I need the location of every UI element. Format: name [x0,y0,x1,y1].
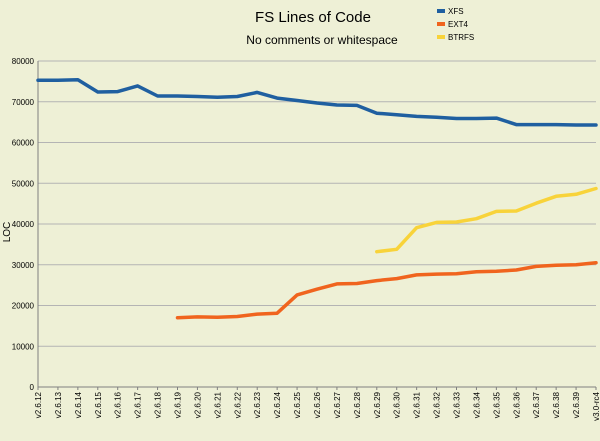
legend: XFS EXT4 BTRFS [437,7,474,42]
legend-label-xfs: XFS [448,7,464,16]
y-tick-label: 0 [30,383,35,392]
y-tick-label: 70000 [12,98,35,107]
x-tick-label: v2.6.17 [134,391,143,418]
x-tick-label: v2.6.38 [552,391,561,418]
x-tick-label: v2.6.16 [114,391,123,418]
x-tick-label: v2.6.15 [94,391,103,418]
x-tick-label: v2.6.34 [472,391,481,418]
x-tick-label: v2.6.31 [413,391,422,418]
x-tick-label: v2.6.30 [393,391,402,418]
x-tick-label: v2.6.23 [253,391,262,418]
x-tick-label: v2.6.25 [293,391,302,418]
x-tick-label: v2.6.21 [213,391,222,418]
series-line-xfs [36,77,598,127]
x-tick-label: v2.6.39 [572,391,581,418]
series-line-btrfs [375,186,598,254]
chart-subtitle: No comments or whitespace [246,33,398,47]
chart-title: FS Lines of Code [255,9,371,26]
legend-label-ext4: EXT4 [448,20,469,29]
x-tick-label: v2.6.20 [193,391,202,418]
y-tick-label: 40000 [12,220,35,229]
x-tick-label: v2.6.37 [532,391,541,418]
x-tick-label: v2.6.22 [233,391,242,418]
x-tick-label: v3.0-rc4 [592,391,600,420]
y-tick-label: 30000 [12,261,35,270]
x-tick-label: v2.6.24 [273,391,282,418]
legend-label-btrfs: BTRFS [448,33,474,42]
x-tick-label: v2.6.13 [54,391,63,418]
x-tick-label: v2.6.12 [34,391,43,418]
y-axis-label: LOC [2,222,13,243]
x-tick-label: v2.6.26 [313,391,322,418]
x-tick-label: v2.6.33 [453,391,462,418]
x-tick-label: v2.6.18 [154,391,163,418]
x-tick-label: v2.6.35 [492,391,501,418]
x-tick-label: v2.6.36 [512,391,521,418]
x-tick-label: v2.6.29 [373,391,382,418]
y-tick-label: 50000 [12,179,35,188]
x-tick-label: v2.6.28 [353,391,362,418]
y-tick-label: 80000 [12,57,35,66]
y-tick-label: 10000 [12,342,35,351]
x-tick-label: v2.6.27 [333,391,342,418]
x-tick-label: v2.6.32 [433,391,442,418]
x-tick-label: v2.6.19 [174,391,183,418]
series-line-ext4 [175,260,598,320]
y-tick-label: 60000 [12,139,35,148]
plot-area: 0 10000 20000 30000 40000 50000 60000 70000 8000… [12,57,600,421]
y-tick-label: 20000 [12,302,35,311]
x-tick-label: v2.6.14 [74,391,83,418]
